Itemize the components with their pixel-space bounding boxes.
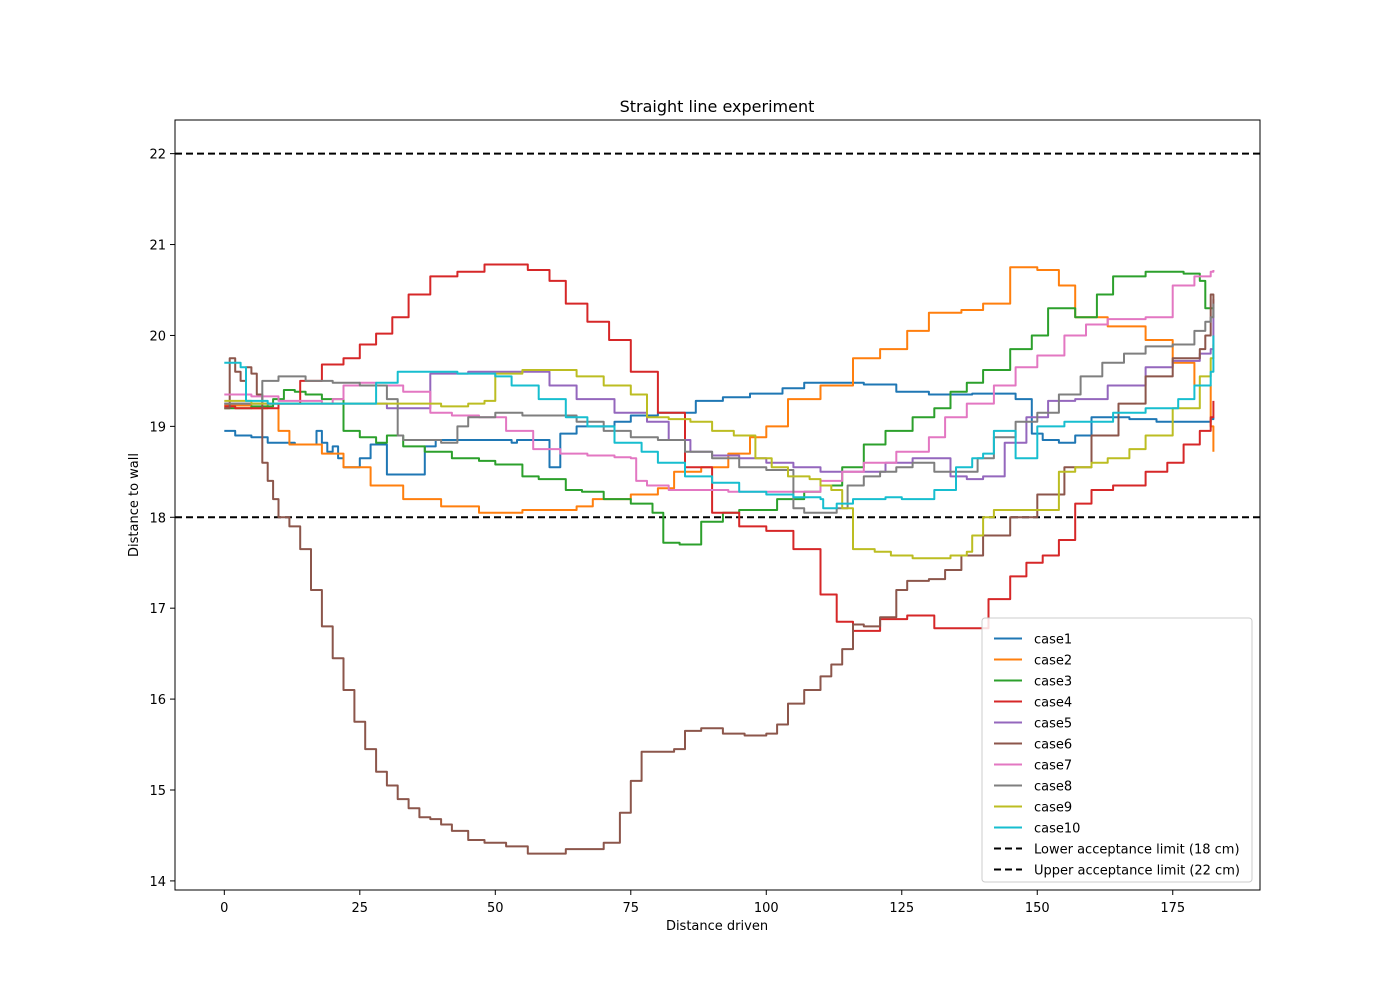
series-lines <box>224 263 1215 855</box>
series-line-case10 <box>224 335 1215 510</box>
x-tick-label: 0 <box>220 901 228 916</box>
y-tick-label: 21 <box>149 239 166 254</box>
series-line-case6 <box>224 293 1215 855</box>
x-tick-label: 50 <box>487 901 504 916</box>
series-line-case1 <box>224 381 1215 476</box>
chart-title: Straight line experiment <box>620 97 815 116</box>
legend-label: case7 <box>1034 759 1072 774</box>
y-tick-label: 17 <box>149 602 166 617</box>
series-line-case5 <box>224 299 1215 481</box>
axes-frame <box>174 119 1261 891</box>
legend-label: case6 <box>1034 738 1072 753</box>
x-tick-label: 25 <box>352 901 369 916</box>
legend-label: case5 <box>1034 717 1072 732</box>
y-tick-label: 20 <box>149 329 166 344</box>
y-axis-label: Distance to wall <box>127 453 142 557</box>
y-tick-label: 16 <box>149 693 166 708</box>
y-tick-label: 22 <box>149 148 166 163</box>
x-tick-label: 75 <box>623 901 640 916</box>
series-line-case8 <box>224 303 1215 514</box>
series-line-case9 <box>224 344 1215 560</box>
legend-label: case8 <box>1034 780 1072 795</box>
legend-label: case1 <box>1034 633 1072 648</box>
series-line-case3 <box>224 270 1215 546</box>
x-tick-label: 125 <box>889 901 914 916</box>
x-tick-label: 100 <box>754 901 779 916</box>
y-tick-label: 15 <box>149 784 166 799</box>
legend-box <box>981 617 1253 883</box>
x-axis-label: Distance driven <box>666 919 768 934</box>
y-tick-label: 19 <box>149 420 166 435</box>
legend-label: case9 <box>1034 801 1072 816</box>
legend-label: case3 <box>1034 675 1072 690</box>
legend-label: case4 <box>1034 696 1072 711</box>
series-line-case2 <box>224 266 1215 514</box>
plot-area <box>175 152 1260 855</box>
legend: case1 case2 case3 case4 case5 case6 case7 case8… <box>981 617 1253 883</box>
series-line-case4 <box>224 263 1215 632</box>
legend-label: case10 <box>1034 822 1080 837</box>
legend-label: Upper acceptance limit (22 cm) <box>1034 864 1240 879</box>
legend-label: Lower acceptance limit (18 cm) <box>1034 843 1240 858</box>
x-axis-ticks: 0 25 50 75 100 125 150 175 <box>220 890 1185 916</box>
legend-label: case2 <box>1034 654 1072 669</box>
y-tick-label: 14 <box>149 875 166 890</box>
reference-lines <box>175 152 1260 519</box>
y-tick-label: 18 <box>149 511 166 526</box>
x-tick-label: 175 <box>1160 901 1185 916</box>
y-axis-ticks: 14 15 16 17 18 19 20 21 22 <box>149 148 175 890</box>
x-tick-label: 150 <box>1025 901 1050 916</box>
